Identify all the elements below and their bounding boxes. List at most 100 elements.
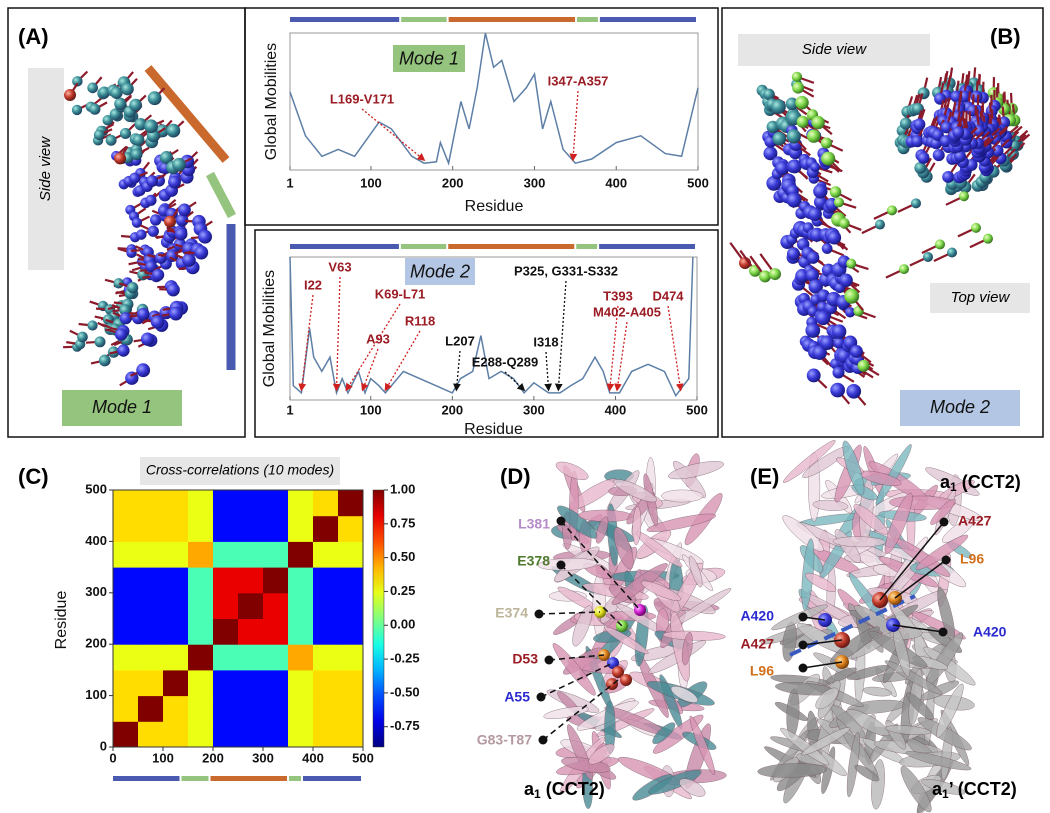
atom-sphere	[827, 230, 842, 245]
pointer-dot	[538, 735, 548, 745]
atom-sphere	[813, 184, 828, 199]
atom-sphere	[831, 324, 847, 339]
heatmap-cell	[288, 515, 314, 542]
chain-sub: 1	[534, 787, 541, 801]
helix	[884, 725, 932, 735]
atom-sphere	[121, 82, 134, 96]
helix	[830, 626, 880, 664]
colorbar	[372, 489, 385, 748]
heatmap-cell	[188, 644, 214, 671]
domain-bar	[401, 17, 447, 22]
heatmap-cell	[188, 541, 214, 568]
atom-sphere	[110, 86, 123, 99]
atom-sphere	[808, 207, 822, 222]
helix	[688, 555, 703, 588]
heatmap-cell	[263, 644, 289, 671]
heatmap-cell	[188, 695, 214, 722]
atom-sphere	[820, 137, 832, 149]
pointer-line	[560, 564, 623, 627]
heatmap-cell	[338, 618, 364, 645]
atom-sphere	[145, 260, 157, 273]
heatmap-cell	[188, 669, 214, 697]
x-tick-label: 1	[286, 175, 293, 190]
atom-sphere	[166, 123, 181, 138]
pointer-dot	[536, 692, 546, 702]
pointer-line	[538, 611, 601, 615]
colorbar-label: -0.25	[390, 651, 420, 666]
atom-sphere	[942, 170, 955, 183]
heatmap-cell	[263, 567, 289, 594]
x-tick-label: 100	[360, 402, 382, 417]
atom-sphere	[934, 92, 947, 105]
y-tick-label: 100	[85, 687, 107, 702]
atom-sphere	[102, 114, 114, 126]
pointer-dot	[798, 663, 808, 673]
heatmap-cell	[263, 669, 289, 697]
heatmap-cell	[238, 618, 264, 645]
annotation-arrow	[332, 276, 341, 392]
atom-sphere	[791, 71, 803, 83]
chain-rest: ’ (CCT2)	[949, 779, 1017, 799]
helix	[930, 498, 956, 525]
heatmap-cell	[138, 490, 164, 517]
atom-sphere	[812, 345, 827, 360]
atom-sphere	[131, 217, 143, 228]
y-tick-label: 400	[85, 533, 107, 548]
atom-sphere	[113, 278, 124, 289]
colorbar-label: -0.50	[390, 684, 420, 699]
structure-a	[63, 70, 213, 387]
atom-sphere	[175, 213, 189, 227]
helix	[757, 763, 828, 778]
heatmap-cell	[338, 515, 364, 542]
heatmap-cell	[313, 618, 339, 645]
chain-label: a1 (CCT2)	[524, 779, 605, 801]
pointer-line	[894, 559, 947, 599]
atom-sphere	[137, 307, 150, 321]
chart-title: Cross-correlations (10 modes)	[146, 462, 334, 478]
pointer-dot	[939, 517, 949, 527]
heatmap-cell	[238, 592, 264, 619]
atom-sphere	[94, 336, 106, 348]
heatmap-cell	[313, 592, 339, 619]
helix	[595, 516, 609, 544]
heatmap-cell	[288, 567, 314, 594]
atom-sphere	[134, 117, 147, 131]
annotation: A93	[366, 331, 390, 346]
heatmap-cell	[338, 490, 364, 517]
heatmap-cell	[238, 541, 264, 568]
heatmap-cell	[338, 721, 364, 748]
domain-bar	[113, 776, 180, 781]
heatmap-cell	[213, 592, 239, 619]
heatmap-cell	[213, 567, 239, 594]
heatmap-cell	[138, 618, 164, 645]
helix	[941, 519, 974, 544]
atom-sphere	[850, 345, 863, 358]
atom-sphere	[147, 225, 159, 237]
helix	[668, 461, 724, 480]
y-tick-label: 200	[85, 636, 107, 651]
heatmap-cell	[138, 515, 164, 542]
atom-sphere	[119, 312, 132, 325]
domain-bar	[181, 776, 209, 781]
atom-sphere	[959, 191, 969, 202]
y-axis-label: Residue	[53, 591, 70, 650]
helix	[543, 706, 589, 719]
pointer-dot	[938, 627, 948, 637]
helix	[681, 632, 693, 666]
atom-sphere	[146, 175, 159, 188]
x-tick-label: 300	[252, 750, 274, 765]
atom-sphere	[875, 219, 885, 230]
atom-sphere	[935, 239, 945, 250]
atom-sphere	[857, 359, 870, 372]
atom-sphere	[164, 215, 176, 228]
colorbar-label: 0.25	[390, 583, 415, 598]
heatmap-cell	[213, 721, 239, 748]
pointer-line	[879, 521, 945, 601]
atom-sphere	[786, 192, 802, 208]
domain-bar	[599, 244, 695, 249]
colorbar-label: 0.75	[390, 515, 415, 530]
atom-sphere	[130, 148, 143, 161]
heatmap-cell	[338, 541, 364, 568]
atom-sphere	[114, 328, 128, 341]
heatmap-cell	[238, 644, 264, 671]
